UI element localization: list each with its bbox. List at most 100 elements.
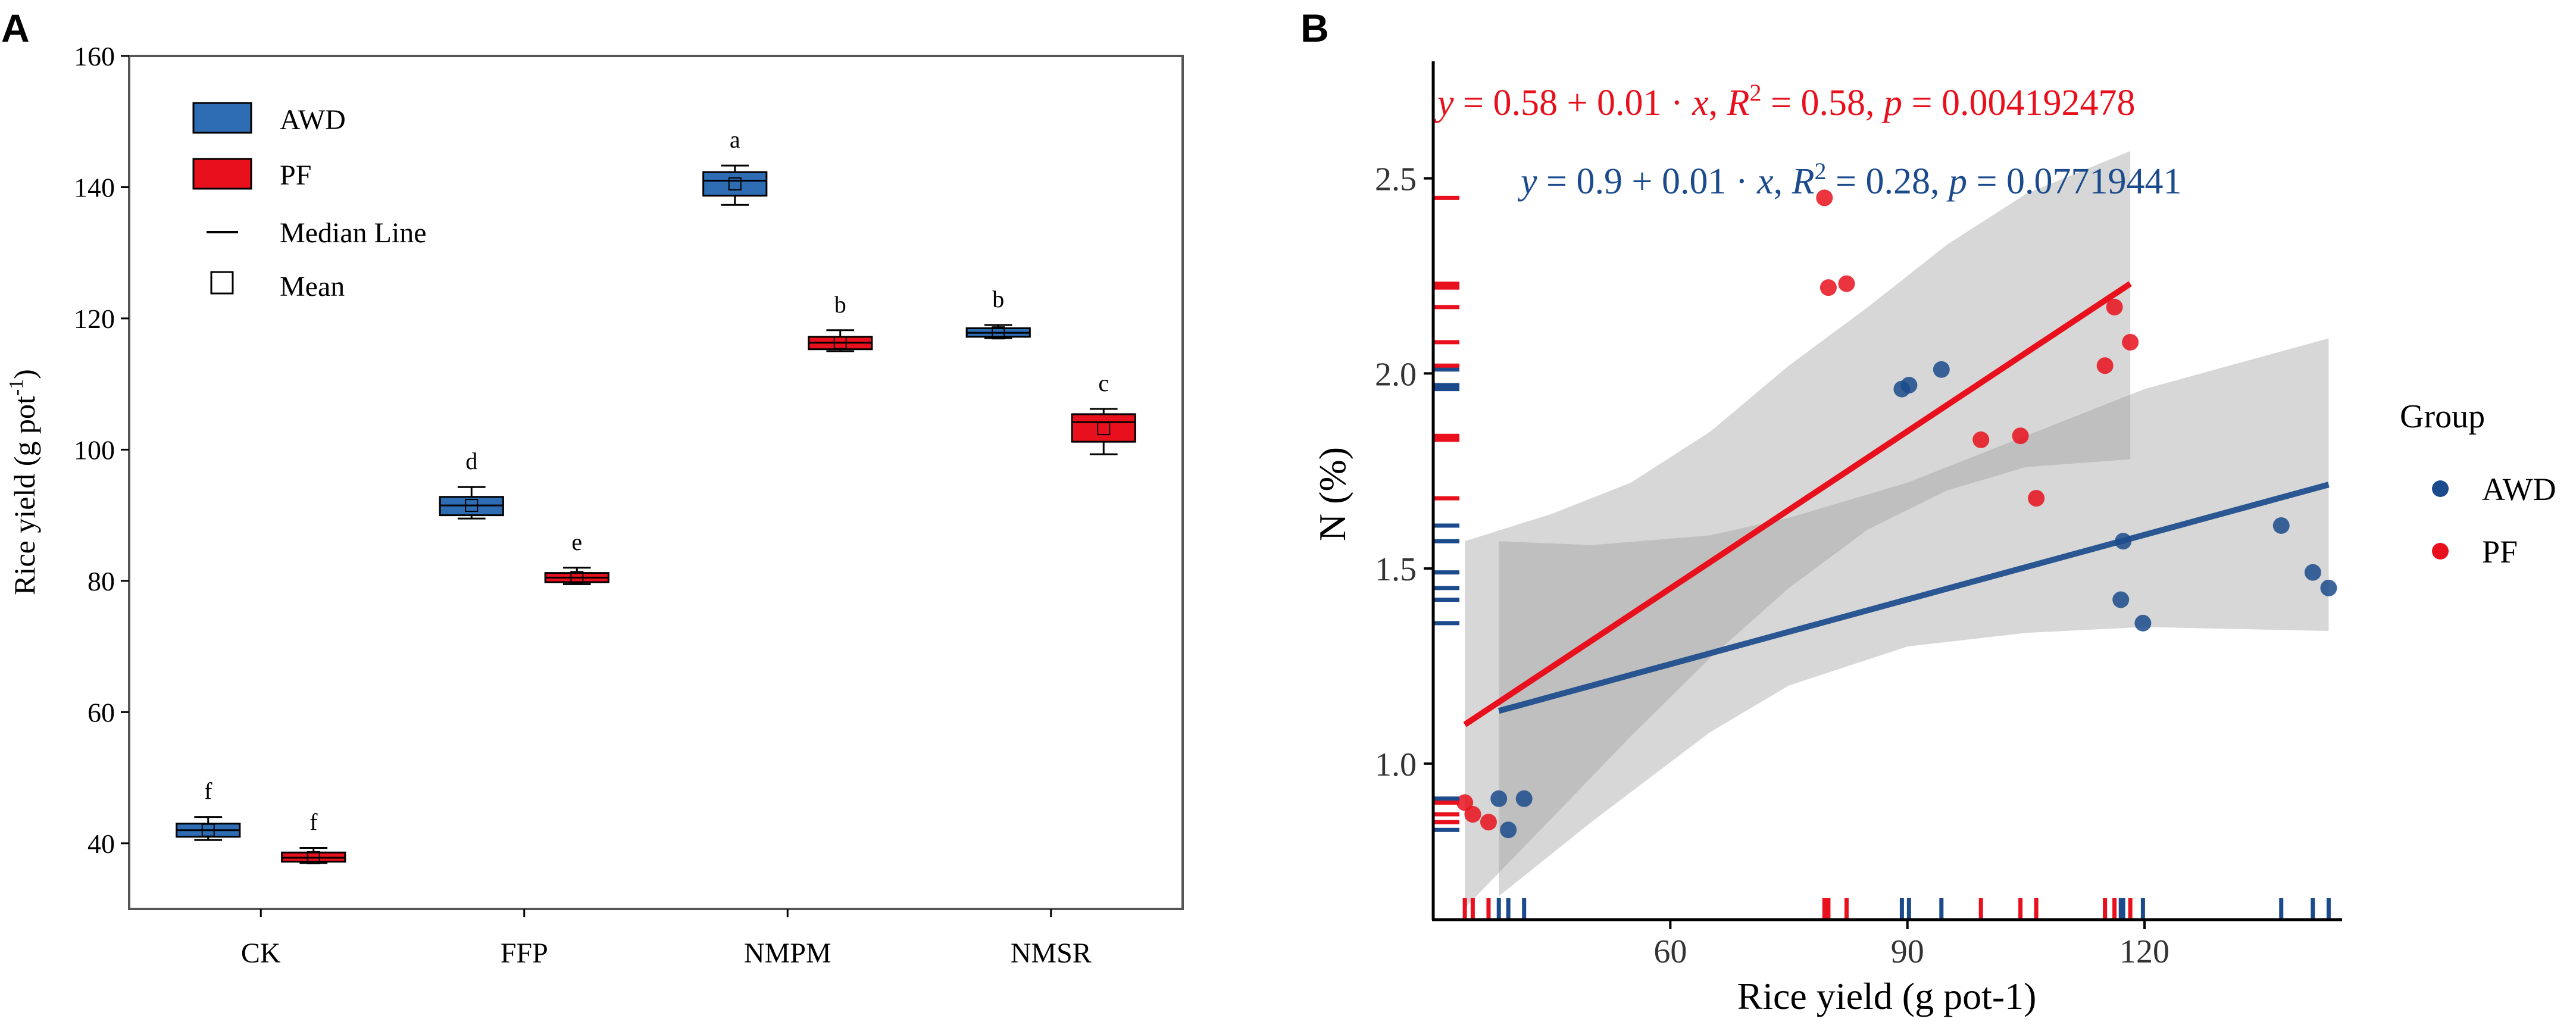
awd-regression-equation: y = 0.9 + 0.01 · x, R2 = 0.28, p = 0.077…: [1517, 158, 2181, 202]
point-pf: [2122, 333, 2139, 351]
panel-b-x-axis: 60 90 120: [1653, 920, 2169, 970]
panel-a-y-axis-title: Rice yield (g pot-1): [5, 369, 41, 595]
panel-a-x-tick-label: FFP: [501, 938, 548, 969]
box-significance-letter: b: [992, 286, 1004, 312]
pf-eq-r-sup: 2: [1750, 79, 1762, 106]
confidence-band-awd: [1499, 338, 2329, 896]
point-awd: [2112, 591, 2130, 608]
pf-eq-p: 0.004192478: [1942, 83, 2136, 123]
box-significance-letter: e: [571, 529, 582, 555]
box-awd-nmsr: b: [965, 286, 1031, 340]
panel-a-y-tick-label: 60: [87, 697, 115, 727]
box-mean-square: [833, 336, 847, 349]
legend-marker-pf: [2432, 543, 2449, 560]
point-pf: [1480, 814, 1497, 831]
pf-eq-x: x: [1692, 83, 1709, 123]
box-awd-ck: f: [176, 778, 241, 841]
panel-b-fit-lines: [1463, 281, 2330, 727]
panel-a-y-tick-label: 140: [74, 172, 115, 202]
point-awd: [2272, 517, 2290, 534]
panel-a-plot-frame: [128, 55, 1184, 910]
box-significance-letter: f: [204, 778, 212, 805]
panel-b-y-axis: 1.0 1.5 2.0 2.5: [1375, 161, 1433, 783]
fit-line-pf: [1463, 281, 2132, 727]
panel-b-x-tick-label: 90: [1891, 933, 1924, 970]
panel-a-x-tick-label: CK: [241, 938, 281, 969]
point-pf: [2096, 357, 2114, 374]
box-mean-square: [992, 326, 1005, 340]
panel-b-y-tick-label: 2.5: [1375, 161, 1417, 198]
awd-eq-r: R: [1792, 161, 1815, 202]
box-iqr: [702, 171, 768, 197]
point-awd: [2320, 579, 2337, 596]
panel-a-y-tick-label: 120: [74, 304, 115, 334]
awd-eq-x: x: [1756, 161, 1774, 202]
panel-b-label: B: [1300, 6, 1329, 50]
pf-eq-r2: 0.58: [1801, 83, 1866, 123]
pf-eq-y: y: [1434, 83, 1454, 123]
legend-swatch-pf: [192, 158, 252, 190]
panel-a-label: A: [1, 6, 30, 50]
point-pf: [2012, 427, 2029, 445]
panel-b-y-axis-title: N (%): [1311, 447, 1353, 541]
point-pf: [2106, 298, 2123, 315]
panel-a-x-axis: CK FFP NMPM NMSR: [241, 909, 1092, 969]
point-pf: [1838, 275, 1855, 292]
box-significance-letter: a: [730, 126, 740, 153]
legend-label-awd: AWD: [280, 104, 346, 136]
panel-b: B 1.0 1.5 2.0 2.5 60 90 120 Rice yield (g pot…: [1300, 6, 2556, 1017]
fit-line-awd: [1498, 482, 2330, 714]
pf-regression-equation: y = 0.58 + 0.01 · x, R2 = 0.58, p = 0.00…: [1434, 79, 2135, 123]
legend-marker-awd: [2432, 480, 2449, 497]
box-mean-square: [570, 571, 584, 585]
point-awd: [1900, 377, 1918, 394]
point-pf: [2028, 490, 2045, 507]
panel-a-y-tick-label: 100: [74, 435, 115, 465]
point-awd: [1490, 790, 1508, 807]
box-significance-letter: d: [465, 448, 477, 474]
panel-b-y-tick-label: 1.5: [1375, 551, 1417, 588]
box-awd-nmpm: a: [702, 126, 768, 206]
pf-eq-intercept: 0.58: [1493, 83, 1558, 123]
panel-b-x-tick-label: 60: [1653, 933, 1687, 970]
box-mean-square: [728, 177, 742, 190]
panel-a-y-axis-title-text: Rice yield (g pot: [8, 396, 41, 595]
point-awd: [2134, 614, 2152, 632]
panel-a-x-tick-label: NMSR: [1011, 938, 1092, 969]
legend-label-pf: PF: [280, 160, 311, 191]
legend-mean-square-icon: [210, 271, 234, 295]
legend-title-group: Group: [2400, 398, 2485, 435]
legend-b-label-awd: AWD: [2482, 471, 2556, 507]
point-pf: [1972, 431, 1990, 448]
box-awd-ffp: d: [439, 448, 504, 520]
point-pf: [1820, 279, 1837, 296]
awd-eq-p-label: p: [1946, 161, 1967, 202]
point-awd: [1500, 821, 1517, 839]
box-pf-ffp: e: [544, 529, 609, 585]
box-mean-square: [201, 823, 215, 837]
pf-eq-p-label: p: [1881, 83, 1902, 123]
panel-b-legend: Group AWD PF: [2400, 398, 2556, 570]
panel-a-y-tick-label: 40: [87, 829, 115, 859]
box-mean-square: [465, 499, 479, 512]
panel-b-x-axis-title: Rice yield (g pot-1): [1737, 975, 2037, 1017]
box-mean-square: [1097, 422, 1111, 436]
legend-label-median-line: Median Line: [280, 217, 427, 249]
panel-b-confidence-bands: [1465, 151, 2329, 908]
box-pf-nmsr: c: [1071, 370, 1136, 455]
legend-label-mean: Mean: [280, 271, 345, 302]
box-significance-letter: b: [834, 291, 846, 318]
box-mean-square: [307, 851, 320, 865]
awd-eq-y: y: [1517, 161, 1537, 202]
panel-a-legend: AWD PF Median Line Mean: [192, 102, 427, 302]
point-awd: [1515, 790, 1533, 807]
point-awd: [1933, 361, 1950, 378]
box-significance-letter: f: [310, 808, 318, 835]
box-pf-ck: f: [281, 808, 346, 865]
awd-eq-slope: 0.01: [1662, 161, 1727, 202]
panel-a-y-axis: 40 60 80 100 120 140 160: [74, 41, 129, 859]
awd-eq-r2: 0.28: [1866, 161, 1931, 202]
point-awd: [2304, 564, 2321, 581]
panel-b-y-tick-label: 2.0: [1375, 356, 1417, 393]
